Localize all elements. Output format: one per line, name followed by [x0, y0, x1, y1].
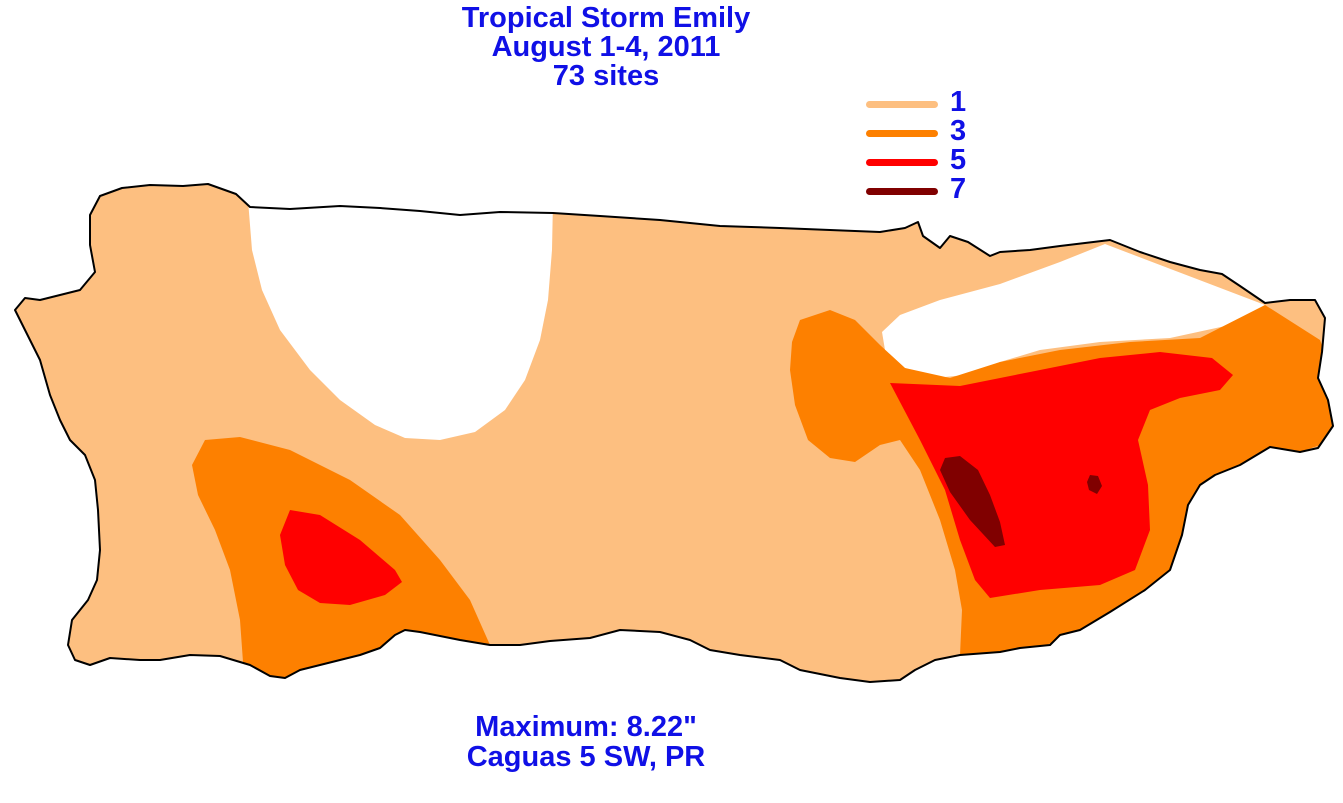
map-title-block: Tropical Storm Emily August 1-4, 2011 73… [406, 4, 806, 91]
legend-swatch-7 [866, 188, 938, 195]
legend-item-5: 5 [862, 146, 982, 175]
legend-label-5: 5 [950, 144, 967, 176]
contour-7-inch-region-caguas [940, 456, 1005, 547]
island-outline [14, 183, 1334, 683]
legend-label-7: 7 [950, 173, 967, 205]
map-site-count: 73 sites [552, 60, 660, 92]
rainfall-legend: 1 3 5 7 [862, 88, 982, 204]
below-1-inch-region-northeast [882, 244, 1265, 378]
contour-7-inch-region-east-small [1087, 475, 1102, 494]
contour-5-inch-region-southwest [280, 510, 402, 605]
legend-swatch-3 [866, 130, 938, 137]
legend-swatch-5 [866, 159, 938, 166]
maximum-rainfall-location: Caguas 5 SW, PR [466, 741, 706, 773]
legend-label-3: 3 [950, 115, 967, 147]
map-footer: Maximum: 8.22" Caguas 5 SW, PR [386, 712, 786, 772]
legend-item-3: 3 [862, 117, 982, 146]
legend-item-7: 7 [862, 175, 982, 204]
maximum-rainfall-value: Maximum: 8.22" [475, 711, 697, 743]
legend-label-1: 1 [950, 86, 967, 118]
legend-item-1: 1 [862, 88, 982, 117]
legend-swatch-1 [866, 101, 938, 108]
contour-5-inch-region-east [890, 352, 1233, 598]
map-title: Tropical Storm Emily [461, 2, 751, 34]
below-1-inch-region-north [248, 200, 553, 440]
map-date-range: August 1-4, 2011 [491, 31, 721, 63]
